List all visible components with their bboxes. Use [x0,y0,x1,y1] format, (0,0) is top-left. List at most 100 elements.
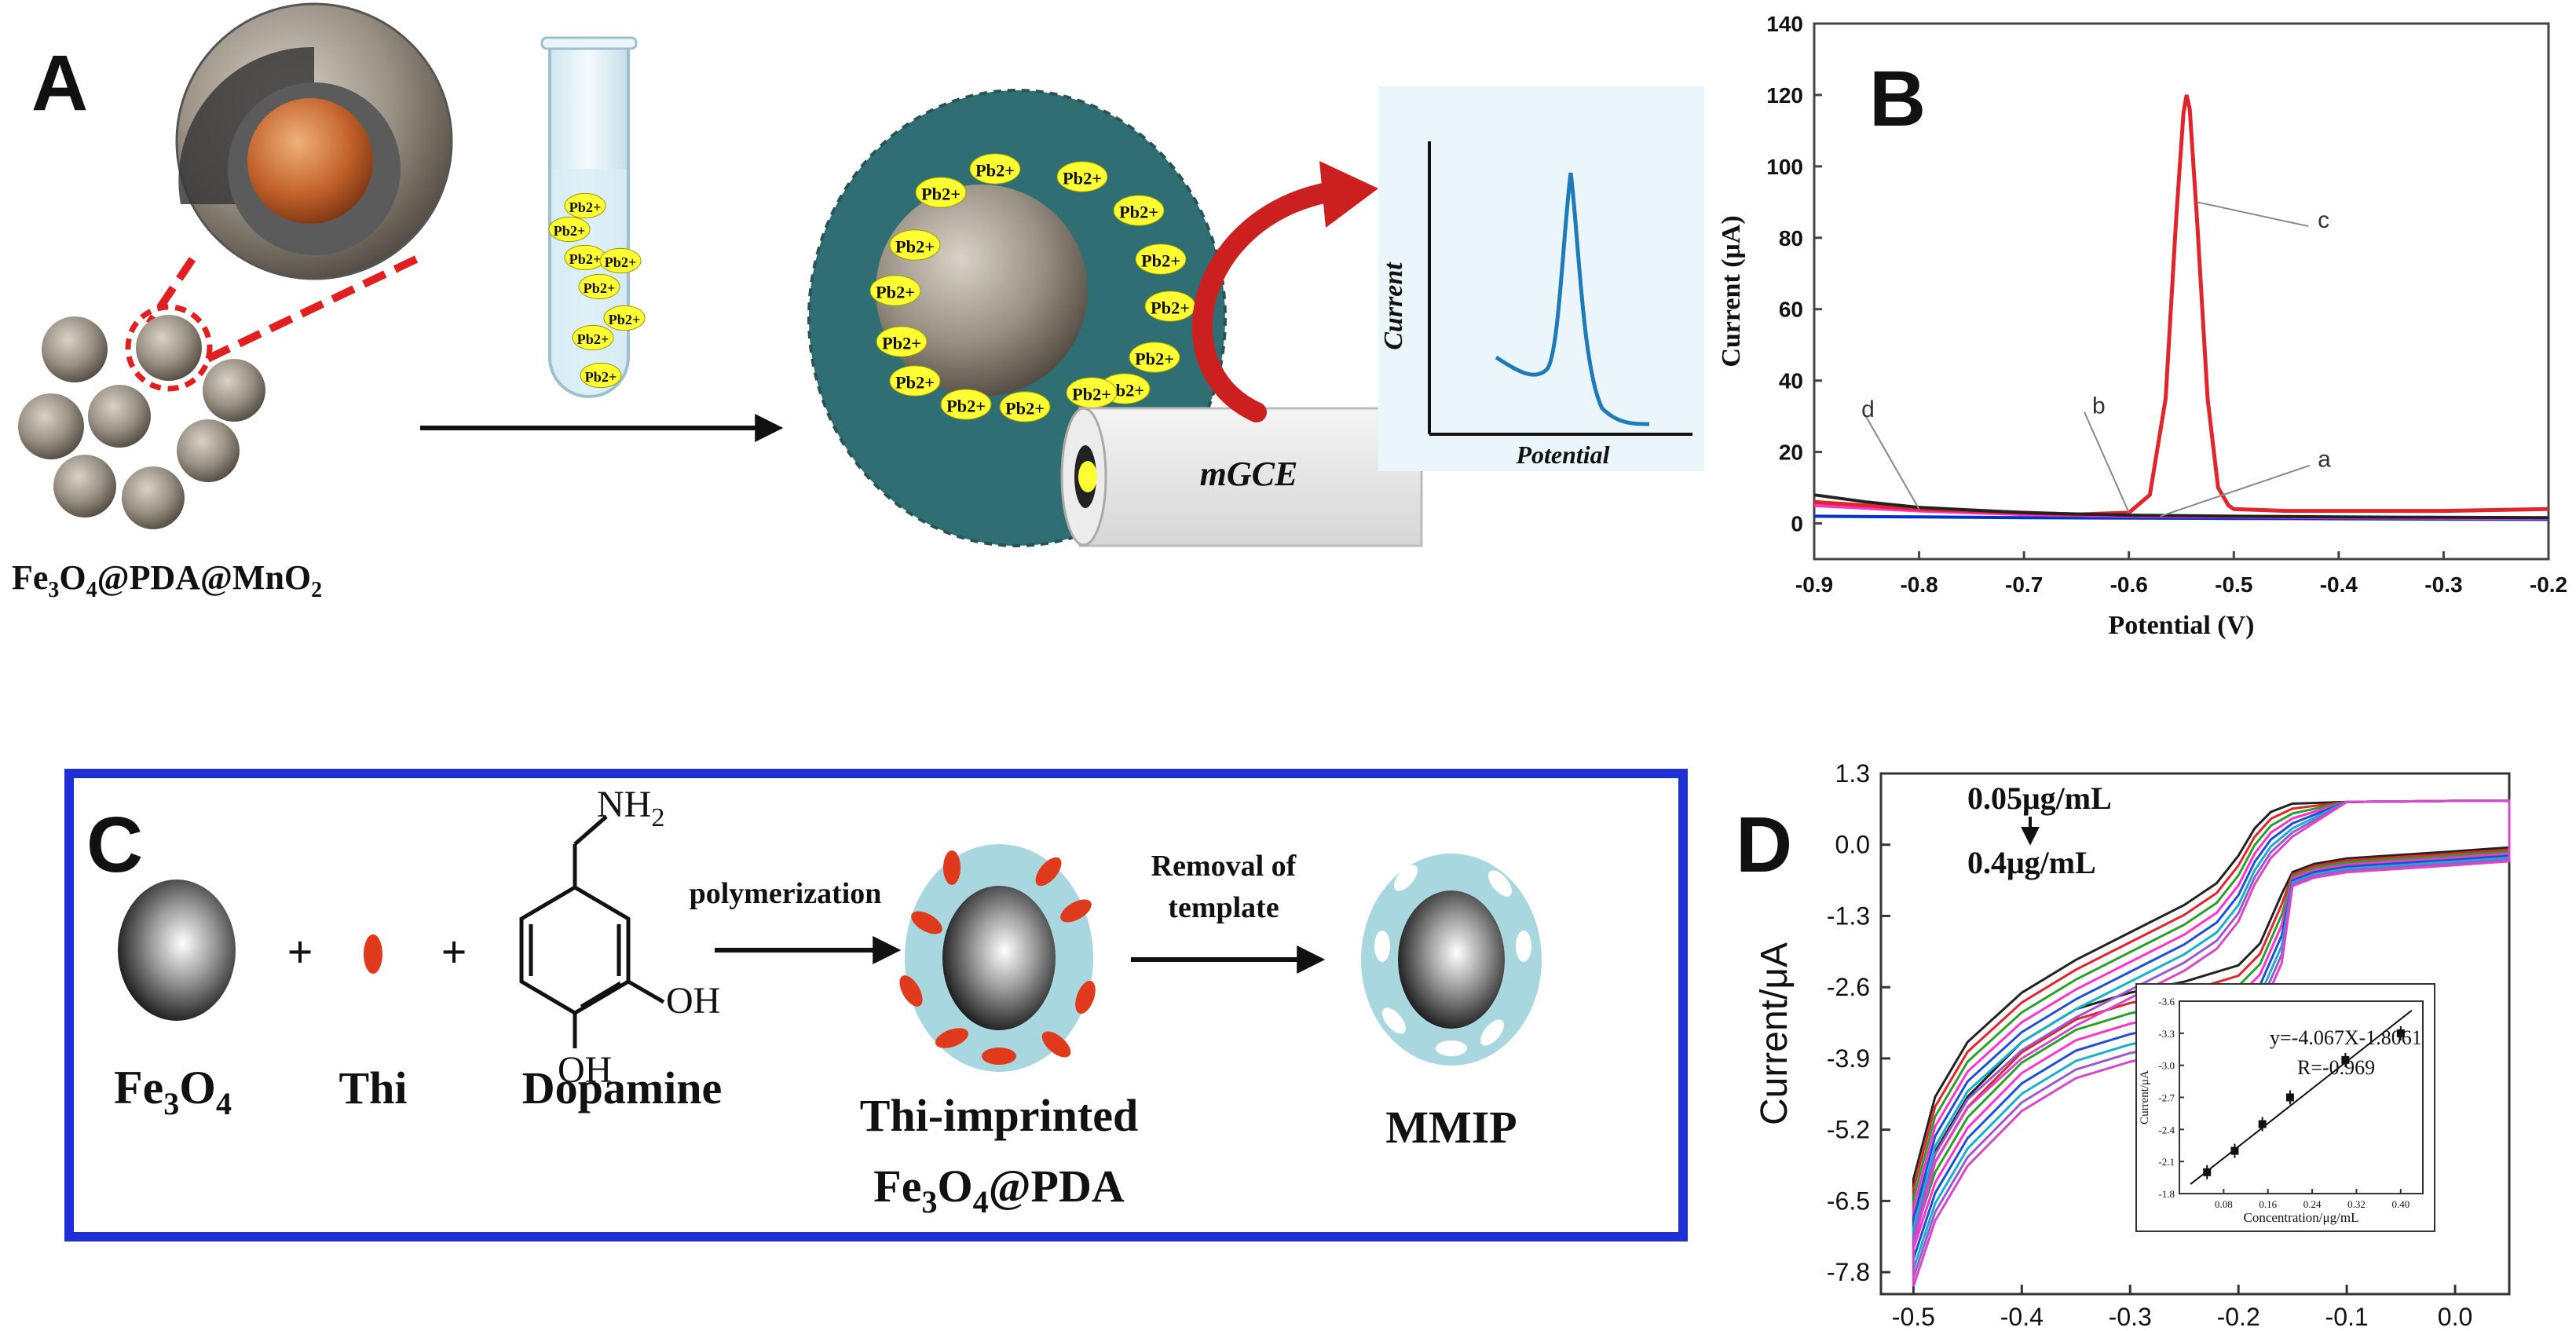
fe3o4-label: Fe3O4 [114,1062,232,1121]
y-tick-label: 20 [1779,441,1803,465]
inset-y-tick-label: -2.4 [2158,1124,2175,1135]
cv-curve [1912,799,2511,1287]
inset-x-axis-label: Concentration/μg/mL [2244,1210,2359,1225]
plus-sign-1: + [287,927,313,978]
pb-ion: Pb2+ [1144,291,1196,322]
pb-ion-label: Pb2+ [1063,169,1102,188]
annotation-leader [2197,201,2309,228]
y-tick-label: 0 [1791,512,1803,536]
pb-ion-badge [969,153,1021,185]
cavity [1436,1040,1467,1056]
particle [203,359,265,422]
y-tick-label: 140 [1766,12,1803,36]
annotation-label: d [1861,397,1875,422]
tube-ion-group: Pb2+Pb2+Pb2+ Pb2+Pb2+Pb2+Pb2+Pb2+ [548,192,646,389]
removal-label-line2: template [1168,891,1279,924]
panel-a: A Fe3O4@PDA@MnO2 [12,2,1704,602]
inset-point [2230,1146,2239,1155]
inset-y-tick-label: -2.1 [2158,1156,2175,1168]
inset-y-tick-label: -1.8 [2158,1188,2175,1200]
particle [136,315,202,381]
pb-ion: Pb2+ [564,244,606,271]
pb-ion: Pb2+ [578,273,620,300]
pb-ion-badge [876,326,928,357]
y-axis-label: Current/μA [1754,942,1795,1125]
y-tick-label: 60 [1779,298,1803,322]
pb-ion: Pb2+ [599,247,642,274]
x-tick-label: -0.5 [1892,1303,1935,1331]
curved-red-arrow-head [1319,161,1378,228]
pb-ion: Pb2+ [572,324,614,351]
inset-point [2285,1093,2294,1102]
dpv-chart: -0.9 -0.8 -0.7 -0.6 -0.5 -0.4 -0.3 -0.2 0 20 40 60 8… [1717,12,2567,640]
plot-frame [1813,22,2550,561]
fe3o4-particle [118,879,236,1021]
cavity [1480,1019,1504,1046]
inset-y-tick-label: -3.6 [2158,996,2175,1007]
template-dot-group [899,850,1096,1065]
pb-ion-badge [869,275,921,306]
pb-ion-label: Pb2+ [895,237,935,257]
pb-ion: Pb2+ [969,153,1021,185]
core-shell-cutaway [175,2,453,280]
imprinted-core [942,886,1056,1030]
zoom-line-left [145,257,196,326]
pb-ion: Pb2+ [580,362,622,389]
y-tick-label: 80 [1779,226,1803,250]
pb-ion-label: Pb2+ [1119,203,1158,222]
pb-ion-label: Pb2+ [609,312,641,327]
inset-fit-line [2190,1009,2413,1185]
cavity [1382,1007,1406,1034]
thi-label: Thi [338,1062,407,1113]
thi-template [364,934,382,974]
cavity [1488,870,1512,897]
electrode-label: mGCE [1200,455,1298,493]
electrode: mGCE [1060,407,1423,547]
curved-red-arrow [1191,182,1337,422]
mini-voltammogram: Current Potential [1378,86,1704,471]
pb-ion-label: Pb2+ [882,334,921,353]
pb-ion-badge [548,216,591,243]
pb-ion-badge [889,365,941,397]
removal-label-line1: Removal of [1151,850,1297,883]
y-tick-label: -5.2 [1827,1116,1870,1144]
pb-ion-badge [1056,161,1108,192]
conc-bottom-label: 0.4μg/mL [1967,845,2096,880]
thi-imprinted-label-line2: Fe3O4@PDA [873,1161,1125,1219]
pb-ion: Pb2+ [564,192,606,219]
template-dot [911,911,942,934]
x-tick-label: -0.6 [2110,572,2148,597]
x-tick-label: -0.2 [2217,1303,2260,1331]
x-tick-label: -0.7 [2005,572,2043,597]
x-tick-label: -0.2 [2530,572,2567,597]
template-dot [935,1028,969,1048]
pb-ion-badge [999,391,1051,422]
pb-ion-label: Pb2+ [554,223,586,239]
panel-b-letter: B [1869,55,1926,143]
inset-y-tick-label: -2.7 [2158,1092,2175,1104]
calibration-inset: 0.08 0.16 0.24 0.32 0.40 -1.8 -2.1 -2.4 -2.7 -3.0… [2135,983,2435,1232]
pb-ion-label: Pb2+ [569,199,602,215]
x-tick-label: 0.0 [2438,1303,2472,1331]
template-dot [899,975,923,1007]
y-tick-label: 100 [1766,155,1803,179]
thi-imprinted-label-line1: Thi-imprinted [860,1090,1139,1141]
particle [122,466,185,529]
panel-d: -0.5 -0.4 -0.3 -0.2 -0.1 0.0 1.3 0.0 -1.3 -2.6 -3.… [1736,759,2511,1331]
pb-ion-badge [599,247,642,274]
pb-ion: Pb2+ [1135,243,1187,275]
panel-c-letter: C [86,801,143,889]
template-dot [943,850,961,885]
mmip-core [1398,890,1505,1029]
oh-right-label: OH [666,980,720,1022]
x-axis-label: Potential (V) [2108,611,2254,640]
pb-ion-label: Pb2+ [921,185,961,204]
y-tick-label: -3.9 [1827,1044,1870,1073]
pb-ion-badge [889,229,941,261]
conc-top-label: 0.05μg/mL [1967,781,2112,816]
annotation-leader [2160,464,2311,517]
inset-point [2341,1055,2350,1064]
y-tick-label: 1.3 [1835,759,1870,788]
pb-ion: Pb2+ [999,391,1051,422]
